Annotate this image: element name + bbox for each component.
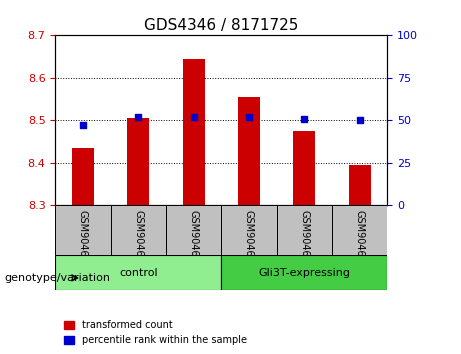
FancyBboxPatch shape: [55, 205, 111, 255]
Text: genotype/variation: genotype/variation: [5, 273, 111, 283]
Point: [301, 116, 308, 121]
Text: GSM904694: GSM904694: [133, 210, 143, 269]
Legend: transformed count, percentile rank within the sample: transformed count, percentile rank withi…: [60, 316, 250, 349]
Point: [356, 118, 363, 123]
FancyBboxPatch shape: [55, 255, 221, 290]
Point: [135, 114, 142, 120]
Text: GDS4346 / 8171725: GDS4346 / 8171725: [144, 18, 298, 33]
FancyBboxPatch shape: [332, 205, 387, 255]
Bar: [72, 148, 94, 205]
FancyBboxPatch shape: [111, 205, 166, 255]
Bar: [183, 59, 205, 205]
Text: GSM904695: GSM904695: [189, 210, 199, 269]
Point: [190, 114, 197, 120]
Text: GSM904693: GSM904693: [78, 210, 88, 269]
Bar: [127, 118, 149, 205]
Bar: [349, 165, 371, 205]
Point: [245, 114, 253, 120]
FancyBboxPatch shape: [221, 255, 387, 290]
FancyBboxPatch shape: [166, 205, 221, 255]
Text: Gli3T-expressing: Gli3T-expressing: [258, 268, 350, 278]
Text: GSM904696: GSM904696: [244, 210, 254, 269]
Text: GSM904698: GSM904698: [355, 210, 365, 269]
Bar: [238, 97, 260, 205]
Text: GSM904697: GSM904697: [299, 210, 309, 269]
FancyBboxPatch shape: [277, 205, 332, 255]
Text: control: control: [119, 268, 158, 278]
Point: [79, 122, 87, 128]
Bar: [293, 131, 315, 205]
FancyBboxPatch shape: [221, 205, 277, 255]
